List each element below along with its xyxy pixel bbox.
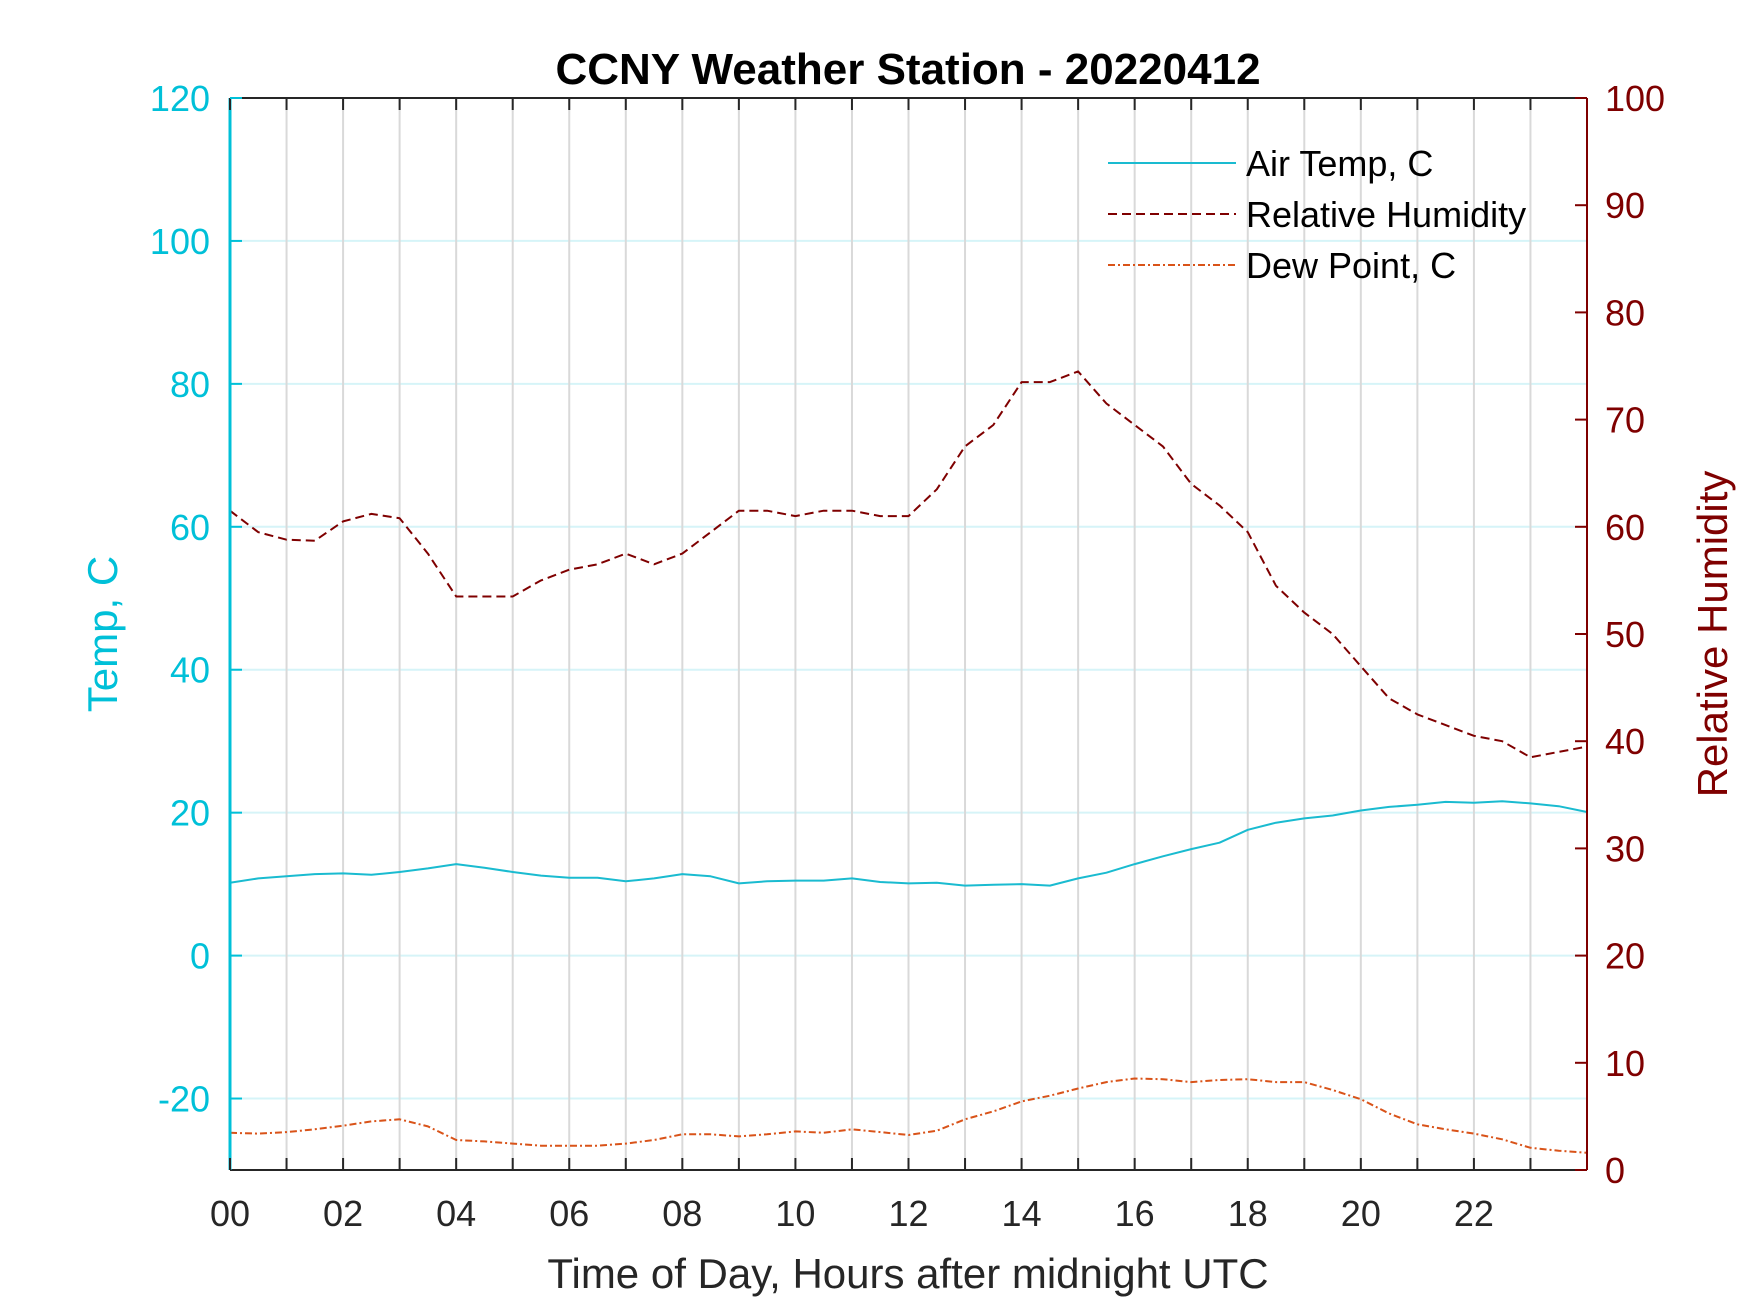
y-axis-left-label: Temp, C bbox=[79, 556, 126, 712]
series-lines bbox=[229, 370, 1588, 1154]
x-tick-label: 20 bbox=[1341, 1193, 1381, 1234]
x-tick-label: 10 bbox=[775, 1193, 815, 1234]
x-tick-label: 14 bbox=[1002, 1193, 1042, 1234]
y-right-tick-label: 10 bbox=[1605, 1043, 1645, 1084]
y-left-tick-label: 120 bbox=[150, 78, 210, 119]
legend: Air Temp, C Relative Humidity Dew Point,… bbox=[1108, 143, 1526, 286]
y-right-tick-label: 60 bbox=[1605, 507, 1645, 548]
legend-label-relative-humidity: Relative Humidity bbox=[1246, 194, 1526, 235]
x-tick-label: 16 bbox=[1115, 1193, 1155, 1234]
axes-frame bbox=[228, 97, 1588, 1171]
y-axis-right-label: Relative Humidity bbox=[1689, 471, 1736, 798]
series-line-relative-humidity bbox=[229, 370, 1588, 759]
y-right-tick-label: 80 bbox=[1605, 292, 1645, 333]
y-left-tick-label: 100 bbox=[150, 221, 210, 262]
y-right-tick-label: 100 bbox=[1605, 78, 1665, 119]
y-left-tick-label: 0 bbox=[190, 936, 210, 977]
y-left-tick-label: 80 bbox=[170, 364, 210, 405]
series-line-dew-point bbox=[229, 1077, 1588, 1154]
y-left-tick-label: 40 bbox=[170, 650, 210, 691]
y-right-tick-label: 20 bbox=[1605, 936, 1645, 977]
x-tick-label: 00 bbox=[210, 1193, 250, 1234]
y-right-tick-label: 0 bbox=[1605, 1150, 1625, 1191]
x-tick-label: 04 bbox=[436, 1193, 476, 1234]
legend-label-dew-point: Dew Point, C bbox=[1246, 245, 1456, 286]
y-left-tick-label: 20 bbox=[170, 793, 210, 834]
x-tick-label: 02 bbox=[323, 1193, 363, 1234]
y-right-tick-label: 70 bbox=[1605, 400, 1645, 441]
series-line-air-temp bbox=[229, 800, 1588, 887]
y-left-tick-label: 60 bbox=[170, 507, 210, 548]
y-right-tick-label: 40 bbox=[1605, 721, 1645, 762]
x-tick-label: 22 bbox=[1454, 1193, 1494, 1234]
y-right-tick-label: 50 bbox=[1605, 614, 1645, 655]
x-tick-label: 18 bbox=[1228, 1193, 1268, 1234]
tick-labels: 00 02 04 06 08 10 12 14 16 18 20 22-200204060801001… bbox=[150, 78, 1665, 1234]
x-axis-label: Time of Day, Hours after midnight UTC bbox=[547, 1250, 1268, 1297]
y-right-tick-label: 90 bbox=[1605, 185, 1645, 226]
chart-title: CCNY Weather Station - 20220412 bbox=[555, 45, 1260, 94]
x-tick-label: 12 bbox=[888, 1193, 928, 1234]
y-left-tick-label: -20 bbox=[158, 1079, 210, 1120]
x-tick-label: 08 bbox=[662, 1193, 702, 1234]
y-right-tick-label: 30 bbox=[1605, 828, 1645, 869]
legend-label-air-temp: Air Temp, C bbox=[1246, 143, 1433, 184]
x-tick-label: 06 bbox=[549, 1193, 589, 1234]
